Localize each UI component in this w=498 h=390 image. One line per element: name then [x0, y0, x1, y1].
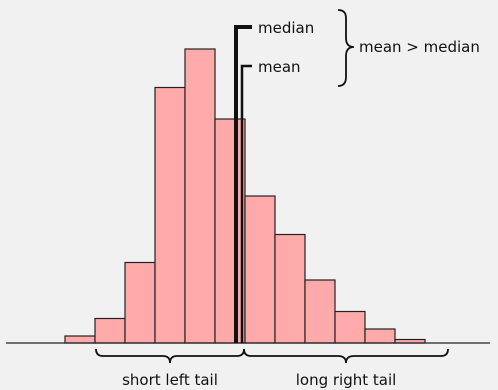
- histogram-bar-4: [154, 86, 186, 344]
- left-tail-label: short left tail: [122, 371, 218, 389]
- histogram-bars: [64, 48, 426, 344]
- histogram-bar-10: [334, 310, 366, 344]
- histogram-bar-7: [244, 195, 276, 344]
- right-curly-brace: [337, 9, 355, 87]
- right-tail-brace: [243, 348, 449, 364]
- histogram-bar-5: [184, 48, 216, 344]
- comparison-label: mean > median: [359, 38, 480, 56]
- right-tail-label: long right tail: [296, 371, 397, 389]
- mean-label: mean: [258, 58, 301, 76]
- median-marker-line: [234, 25, 252, 343]
- left-tail-brace: [95, 348, 245, 364]
- histogram-bar-6: [214, 118, 246, 344]
- histogram-bar-2: [94, 317, 126, 344]
- mean-marker-line: [240, 64, 252, 343]
- histogram-bar-1: [64, 335, 96, 344]
- histogram-bar-3: [124, 261, 156, 344]
- median-label: median: [258, 19, 314, 37]
- histogram-bar-8: [274, 233, 306, 344]
- histogram-bar-11: [364, 328, 396, 344]
- histogram-bar-9: [304, 279, 336, 344]
